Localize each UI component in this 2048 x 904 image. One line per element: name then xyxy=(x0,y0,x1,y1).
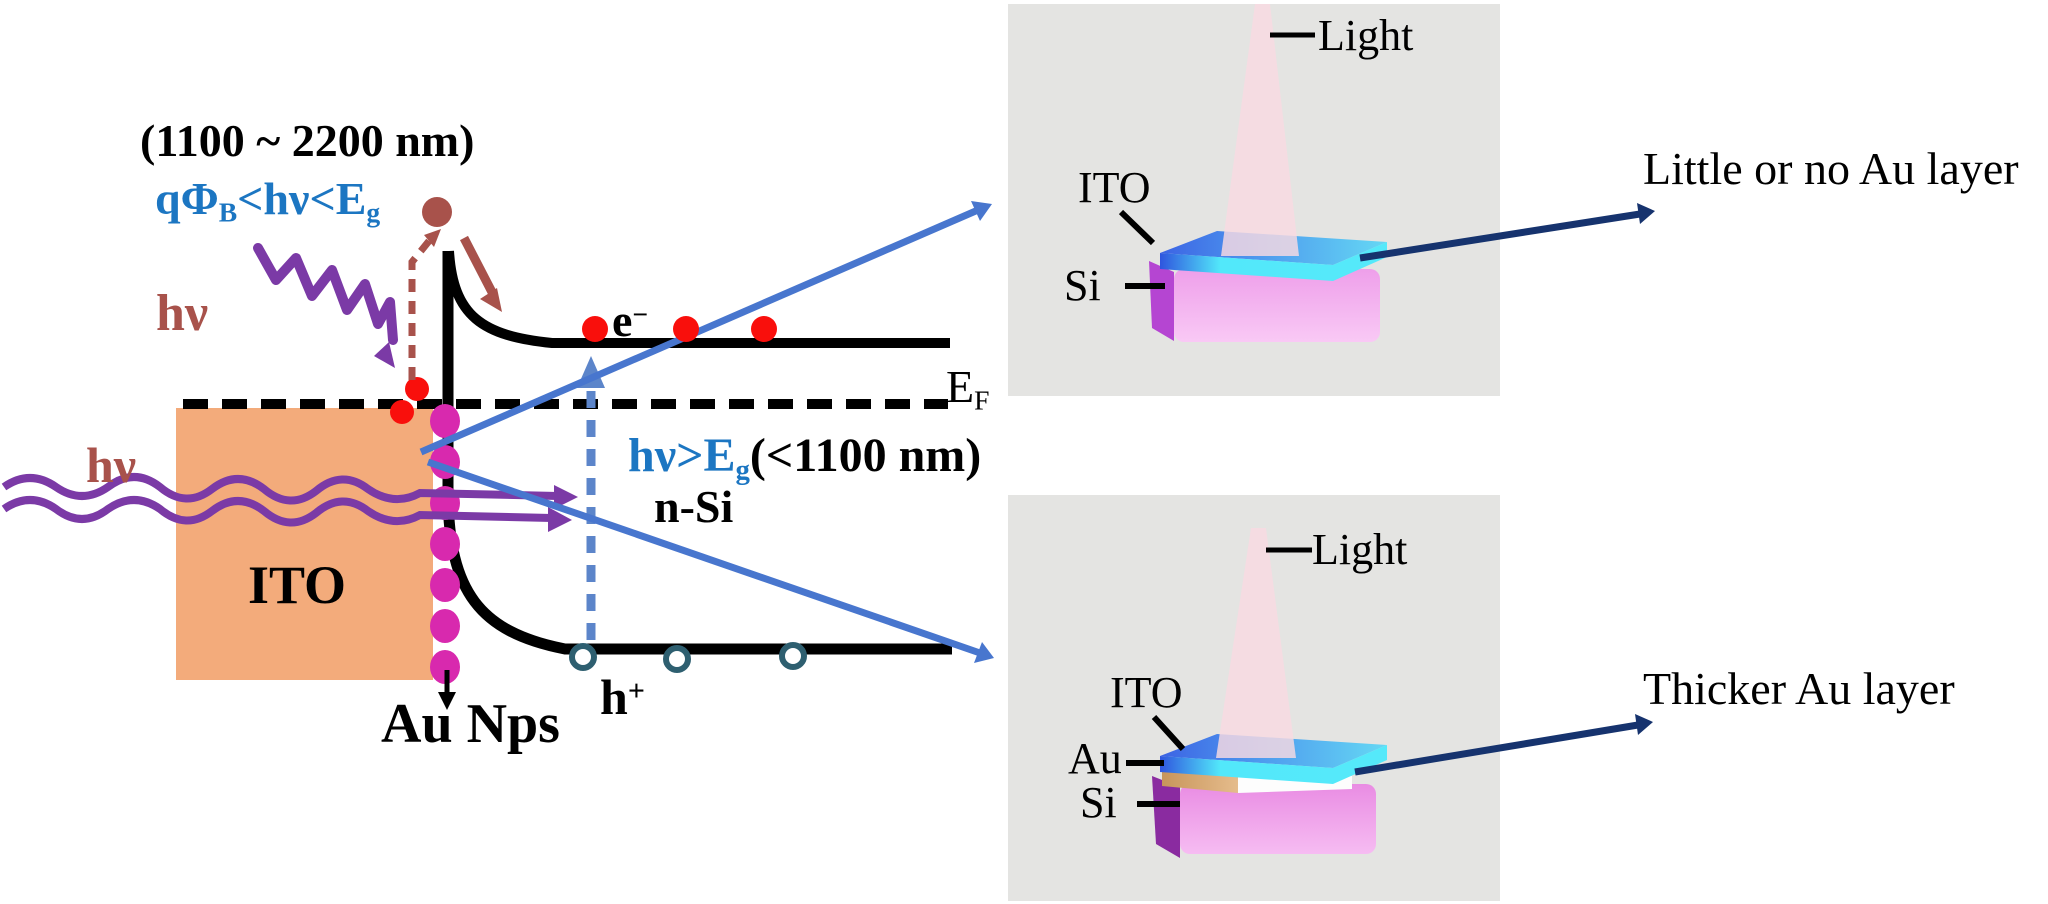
n-si-label: n-Si xyxy=(654,481,734,532)
guide-arrow-to-bottom-panel xyxy=(426,458,982,657)
top-ito-front-face xyxy=(1160,253,1333,281)
au-nanoparticle xyxy=(430,404,460,438)
hole-charge: + xyxy=(627,674,645,708)
bottom-panel-au-label: Au xyxy=(1068,734,1122,783)
bottom-annotation-arrow xyxy=(1354,721,1639,776)
bottom-ito-front-face xyxy=(1160,756,1333,784)
top-ito-tick xyxy=(1118,209,1156,246)
barrier-condition-sub2: g xyxy=(366,196,381,228)
top-si-front-face xyxy=(1174,269,1380,342)
bandgap-condition-label: hν>Eg(<1100 nm) xyxy=(628,432,981,485)
fermi-symbol: E xyxy=(946,361,975,412)
electron-symbol: e xyxy=(612,295,633,346)
wavelength-range-label: (1100 ~ 2200 nm) xyxy=(140,115,475,166)
electron-charge: − xyxy=(632,298,649,330)
top-device-panel xyxy=(1008,4,1655,396)
photon-zigzag-arrowhead xyxy=(374,342,395,368)
hole-symbol: h xyxy=(600,669,628,725)
top-panel-si-label: Si xyxy=(1064,261,1101,310)
electron-dot xyxy=(582,316,608,342)
au-nanoparticle xyxy=(430,527,460,561)
hot-electron-dot xyxy=(422,197,452,227)
top-annotation-arrow xyxy=(1359,210,1641,262)
bandgap-condition-blue: hν>E xyxy=(628,429,736,482)
photon-label-left: hν xyxy=(86,437,137,493)
barrier-condition-label: qΦB<hν<Eg xyxy=(155,173,381,228)
bottom-ito-tick xyxy=(1151,714,1186,752)
ito-label: ITO xyxy=(248,555,347,615)
hole-circle xyxy=(663,645,691,673)
electron-label: e− xyxy=(612,298,648,344)
light-wave-lower xyxy=(1,496,553,527)
au-nps-pointer-arrowhead xyxy=(438,692,456,710)
top-si-left-face xyxy=(1149,261,1174,341)
bottom-si-left-face xyxy=(1152,776,1180,858)
top-light-beam xyxy=(1221,4,1299,256)
bottom-panel-si-label: Si xyxy=(1080,778,1117,827)
ito-block xyxy=(176,408,433,680)
top-panel-light-label: Light xyxy=(1318,11,1414,60)
hole-circle xyxy=(779,642,807,670)
au-nanoparticle xyxy=(430,568,460,602)
conduction-band-curve xyxy=(444,250,950,348)
bottom-panel-ito-label: ITO xyxy=(1110,668,1183,717)
bandgap-condition-black: (<1100 nm) xyxy=(749,429,982,482)
bandgap-condition-sub: g xyxy=(735,454,750,487)
au-nanoparticle xyxy=(430,609,460,643)
guide-arrow-to-top-panel xyxy=(419,206,980,456)
light-wave-upper xyxy=(1,473,559,505)
top-panel-annotation: Little or no Au layer xyxy=(1643,143,2019,194)
barrier-condition-sub1: B xyxy=(218,196,238,228)
bottom-panel-annotation: Thicker Au layer xyxy=(1643,663,1955,714)
incident-light-waves xyxy=(1,473,578,532)
bottom-panel-light-label: Light xyxy=(1312,525,1408,574)
hole-label: h+ xyxy=(600,672,645,722)
hot-electron-emission-arrowhead xyxy=(424,229,441,247)
hot-electron-injection-arrowhead xyxy=(480,288,502,312)
interface-electron-dot xyxy=(405,377,429,401)
barrier-condition-part1: qΦ xyxy=(155,173,219,224)
light-wave-lower-arrowhead xyxy=(548,507,572,532)
photon-label-top: hν xyxy=(156,285,209,342)
electron-dot xyxy=(751,316,777,342)
hot-electron-injection-arrow xyxy=(460,235,498,299)
top-panel-ito-label: ITO xyxy=(1078,163,1151,212)
barrier-condition-part2: <hν<E xyxy=(237,173,367,224)
fermi-sub: F xyxy=(974,384,990,416)
top-annotation-arrowhead xyxy=(1637,203,1655,224)
electron-dot xyxy=(673,316,699,342)
top-ito-right-edge xyxy=(1333,242,1387,281)
guide-arrow-to-top-panel-arrowhead xyxy=(971,201,992,221)
interface-electron-dot xyxy=(390,400,414,424)
hole-circle xyxy=(569,643,597,671)
photon-zigzag-arrow xyxy=(253,243,398,345)
bottom-annotation-arrowhead xyxy=(1635,714,1653,735)
au-nps-label: Au Nps xyxy=(381,693,560,755)
fermi-level-label: EF xyxy=(946,361,990,416)
bottom-si-front-face xyxy=(1180,784,1376,854)
guide-arrow-to-bottom-panel-arrowhead xyxy=(974,642,994,663)
valence-band-curve xyxy=(442,251,952,655)
hot-electron-emission-dashed-arrow xyxy=(408,238,432,380)
bottom-ito-right-edge xyxy=(1333,745,1387,784)
bottom-device-panel xyxy=(1008,495,1653,901)
bottom-light-beam xyxy=(1216,528,1296,758)
au-nanoparticle xyxy=(430,650,460,684)
band-diagram xyxy=(1,197,994,710)
light-wave-upper-arrowhead xyxy=(554,485,578,509)
